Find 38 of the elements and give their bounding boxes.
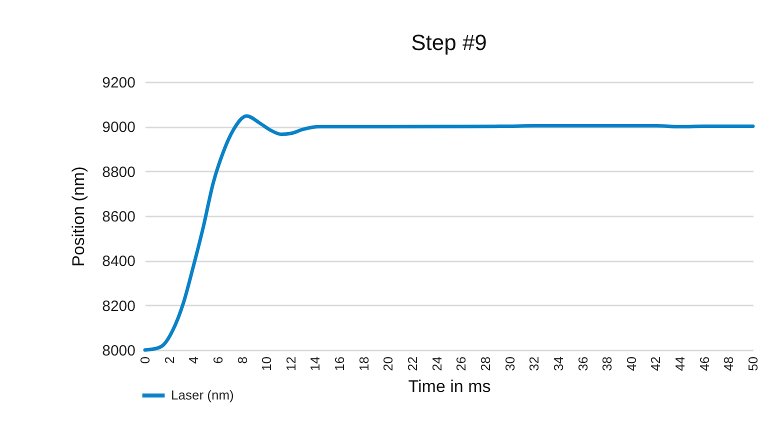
- x-tick-label: 14: [308, 356, 323, 371]
- y-tick-label: 8600: [102, 208, 136, 226]
- x-tick-label: 10: [259, 356, 274, 371]
- y-axis-title: Position (nm): [69, 166, 88, 267]
- x-tick-label: 4: [186, 356, 202, 364]
- y-tick-label: 8400: [102, 253, 136, 270]
- x-tick-label: 12: [283, 356, 298, 371]
- x-tick-label: 44: [672, 356, 688, 371]
- x-tick-label: 0: [138, 356, 152, 364]
- x-tick-label: 16: [332, 356, 348, 371]
- y-tick-label: 8200: [102, 298, 136, 315]
- x-tick-label: 40: [624, 356, 639, 371]
- legend-label: Laser (nm): [171, 388, 234, 402]
- x-tick-label: 50: [746, 356, 759, 371]
- y-tick-label: 9000: [102, 119, 136, 136]
- x-tick-label: 18: [356, 356, 372, 371]
- x-tick-label: 48: [721, 356, 736, 371]
- x-axis-title: Time in ms: [408, 376, 491, 396]
- x-tick-label: 38: [600, 356, 615, 371]
- x-tick-label: 24: [429, 356, 444, 371]
- chart-title: Step #9: [411, 30, 487, 55]
- x-tick-label: 20: [380, 356, 396, 371]
- x-tick-label: 36: [575, 356, 590, 371]
- x-tick-label: 26: [454, 356, 469, 371]
- y-tick-label: 8000: [102, 342, 136, 360]
- x-tick-label: 32: [526, 356, 542, 371]
- y-tick-label: 8800: [102, 164, 136, 181]
- x-tick-label: 28: [478, 356, 493, 371]
- y-tick-label: 9200: [102, 74, 136, 92]
- x-tick-label: 2: [162, 356, 177, 364]
- x-tick-label: 30: [502, 356, 518, 371]
- x-tick-label: 8: [234, 356, 250, 364]
- x-tick-label: 34: [550, 356, 566, 371]
- line-series: [143, 114, 755, 352]
- x-tick-label: 46: [696, 356, 712, 371]
- x-tick-label: 42: [648, 356, 664, 371]
- x-tick-label: 6: [210, 356, 226, 364]
- x-tick-label: 22: [405, 356, 420, 371]
